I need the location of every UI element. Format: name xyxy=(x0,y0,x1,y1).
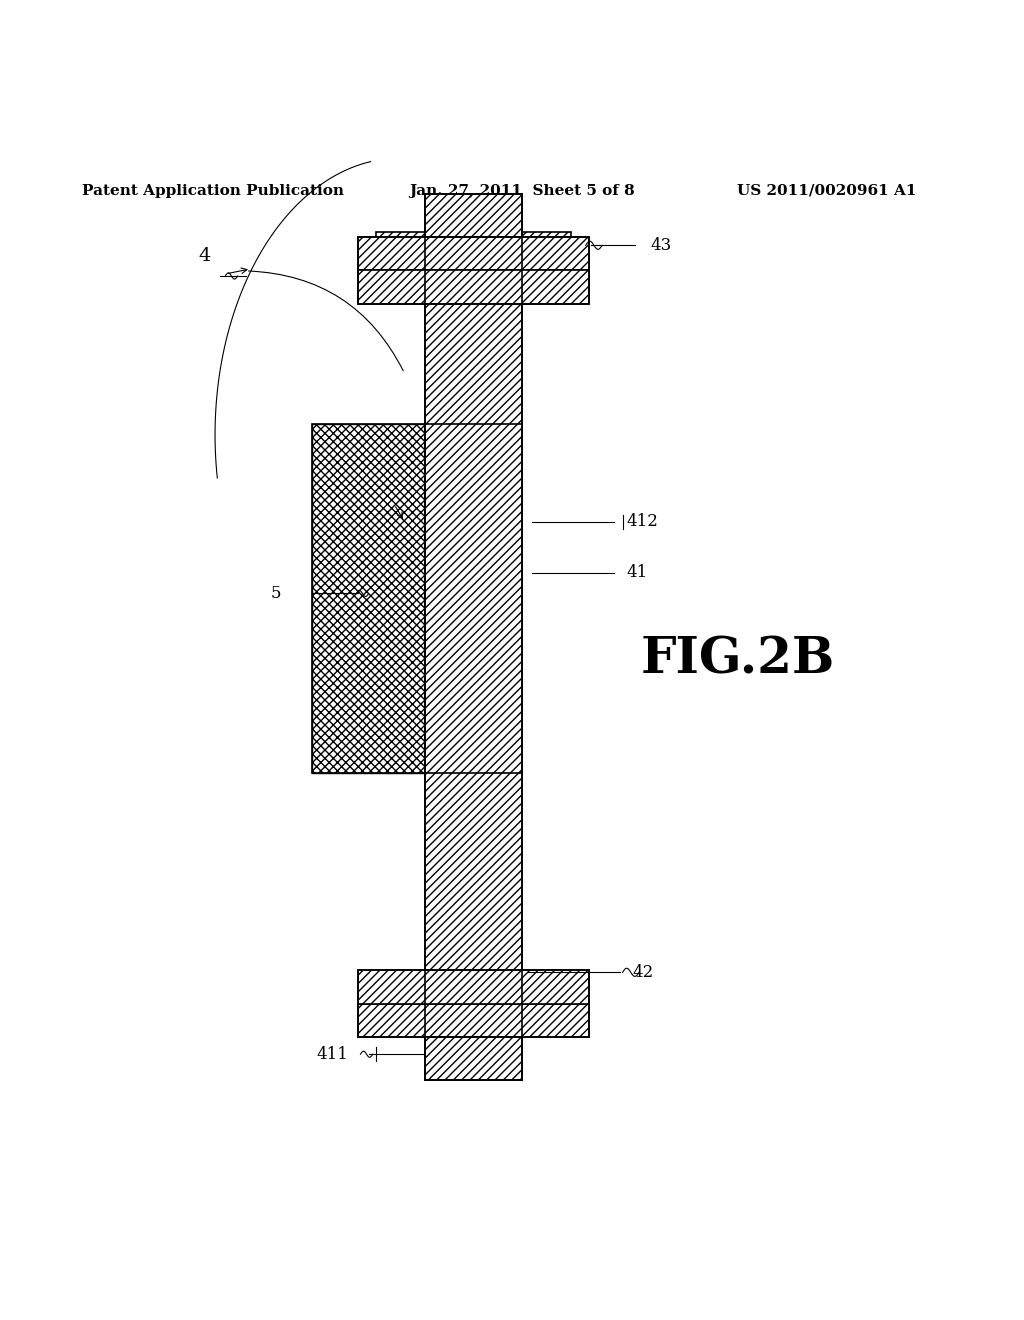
Bar xyxy=(358,1003,589,1036)
Text: 5: 5 xyxy=(271,585,282,602)
Bar xyxy=(358,238,589,304)
Text: 42: 42 xyxy=(633,964,654,981)
Text: Patent Application Publication: Patent Application Publication xyxy=(82,183,344,198)
Bar xyxy=(312,425,425,772)
Bar xyxy=(425,425,522,772)
Bar xyxy=(358,970,589,1003)
Text: 43: 43 xyxy=(650,236,672,253)
Text: 412: 412 xyxy=(627,513,658,531)
Text: Jan. 27, 2011  Sheet 5 of 8: Jan. 27, 2011 Sheet 5 of 8 xyxy=(410,183,635,198)
Bar xyxy=(312,425,425,772)
Text: 4: 4 xyxy=(199,247,211,264)
Bar xyxy=(425,194,522,1080)
Text: 411: 411 xyxy=(316,1045,348,1063)
Bar xyxy=(358,970,589,1036)
Text: FIG.2B: FIG.2B xyxy=(640,635,835,685)
Bar xyxy=(425,194,522,1080)
Text: US 2011/0020961 A1: US 2011/0020961 A1 xyxy=(737,183,916,198)
Bar xyxy=(425,194,522,238)
Bar xyxy=(358,271,589,304)
Bar xyxy=(425,1036,522,1080)
Bar xyxy=(425,1036,522,1080)
Bar xyxy=(377,263,571,294)
Bar xyxy=(358,238,589,271)
Bar xyxy=(425,194,522,238)
Text: 41: 41 xyxy=(627,565,648,581)
Bar xyxy=(377,232,571,263)
